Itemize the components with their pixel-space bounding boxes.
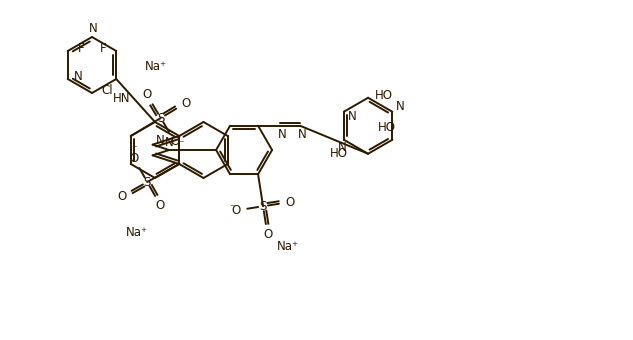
Text: O: O bbox=[285, 195, 294, 208]
Text: ⁻: ⁻ bbox=[131, 144, 136, 154]
Text: N: N bbox=[156, 134, 165, 147]
Text: N: N bbox=[89, 21, 97, 34]
Text: N: N bbox=[348, 110, 356, 123]
Text: S: S bbox=[260, 200, 266, 213]
Text: N: N bbox=[337, 141, 346, 154]
Text: O: O bbox=[181, 97, 191, 109]
Text: F: F bbox=[100, 42, 106, 55]
Text: ⁻: ⁻ bbox=[179, 139, 184, 149]
Text: Na⁺: Na⁺ bbox=[126, 225, 148, 238]
Text: HO: HO bbox=[379, 121, 396, 134]
Text: N: N bbox=[396, 100, 404, 113]
Text: HO: HO bbox=[330, 147, 348, 160]
Text: O: O bbox=[129, 152, 139, 165]
Text: HN: HN bbox=[113, 92, 130, 105]
Text: ⁻: ⁻ bbox=[230, 204, 235, 214]
Text: O: O bbox=[170, 135, 179, 148]
Text: Cl: Cl bbox=[101, 85, 113, 98]
Text: O: O bbox=[156, 199, 165, 212]
Text: S: S bbox=[144, 175, 151, 188]
Text: N: N bbox=[73, 70, 82, 84]
Text: HO: HO bbox=[375, 89, 393, 102]
Text: Na⁺: Na⁺ bbox=[277, 240, 299, 253]
Text: Na⁺: Na⁺ bbox=[145, 59, 167, 72]
Text: F: F bbox=[77, 42, 84, 55]
Text: S: S bbox=[157, 112, 165, 124]
Text: O: O bbox=[232, 204, 241, 217]
Text: N: N bbox=[278, 128, 287, 141]
Text: O: O bbox=[142, 88, 151, 101]
Text: N: N bbox=[298, 128, 306, 141]
Text: N: N bbox=[165, 136, 173, 149]
Text: O: O bbox=[263, 228, 272, 241]
Text: O: O bbox=[117, 190, 127, 203]
